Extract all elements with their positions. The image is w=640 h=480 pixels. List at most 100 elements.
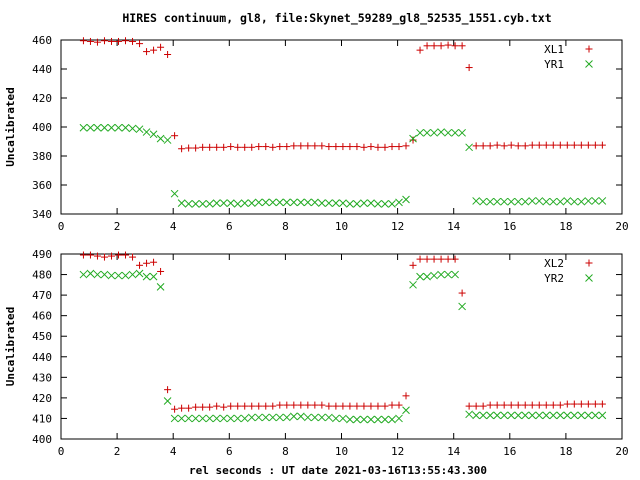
data-point	[339, 199, 347, 207]
data-point	[444, 41, 452, 49]
data-point	[507, 401, 515, 409]
data-point	[570, 197, 579, 206]
data-point	[79, 123, 88, 132]
data-point	[318, 413, 326, 422]
data-point	[325, 199, 333, 207]
data-point	[388, 401, 396, 409]
data-point	[360, 199, 368, 207]
data-point	[156, 134, 165, 143]
data-point	[353, 143, 361, 151]
data-point	[114, 271, 123, 280]
data-point	[402, 195, 410, 204]
data-point	[374, 143, 382, 151]
data-point	[261, 413, 270, 422]
data-point	[437, 255, 445, 263]
y-tick-label: 480	[32, 269, 52, 282]
data-point	[121, 271, 130, 280]
data-point	[304, 401, 312, 409]
data-point	[598, 141, 606, 149]
data-point	[212, 199, 221, 207]
data-point	[409, 261, 417, 269]
data-point	[388, 199, 396, 208]
data-point	[528, 141, 536, 149]
data-point	[220, 403, 228, 411]
data-point	[542, 401, 550, 409]
data-point	[486, 411, 495, 420]
data-point	[164, 51, 172, 58]
data-point	[444, 270, 452, 279]
data-point	[577, 197, 586, 206]
data-point	[521, 411, 530, 420]
plot-frame	[60, 39, 623, 215]
data-point	[367, 402, 375, 410]
data-point	[269, 402, 277, 410]
x-tick-label: 0	[58, 220, 65, 233]
legend-marker	[585, 45, 593, 53]
x-tick-label: 16	[503, 220, 516, 233]
data-point	[276, 401, 284, 409]
data-point	[93, 270, 102, 279]
data-point	[423, 42, 431, 50]
y-axis-label: Uncalibrated	[4, 307, 17, 386]
data-point	[577, 411, 586, 420]
data-point	[528, 401, 536, 409]
data-point	[303, 413, 312, 422]
data-point	[178, 404, 186, 412]
data-point	[325, 402, 333, 410]
data-point	[261, 198, 270, 207]
data-point	[135, 125, 144, 134]
data-point	[310, 198, 319, 207]
data-point	[430, 271, 438, 280]
data-point	[304, 142, 312, 150]
data-point	[437, 128, 445, 136]
data-point	[289, 412, 298, 421]
data-point	[465, 143, 473, 152]
data-point	[149, 272, 158, 281]
data-point	[451, 270, 459, 279]
data-point	[388, 143, 396, 151]
data-point	[367, 143, 375, 151]
data-point	[163, 136, 172, 144]
legend-marker	[585, 274, 593, 282]
x-tick-label: 12	[391, 445, 404, 458]
data-point	[170, 414, 179, 423]
data-point	[227, 402, 235, 410]
data-point	[149, 130, 158, 139]
data-point	[332, 199, 340, 207]
data-point	[549, 401, 557, 409]
data-point	[458, 128, 466, 137]
data-point	[290, 142, 298, 150]
y-tick-label: 400	[32, 433, 52, 446]
data-point	[563, 400, 571, 408]
y-tick-label: 340	[32, 208, 52, 221]
data-point	[570, 400, 578, 408]
data-point	[269, 143, 277, 151]
data-point	[465, 410, 473, 419]
data-point	[353, 402, 361, 410]
data-point	[318, 199, 326, 207]
data-point	[150, 46, 158, 54]
data-point	[514, 197, 523, 206]
data-point	[584, 400, 592, 408]
y-tick-label: 420	[32, 92, 52, 105]
data-point	[591, 400, 599, 408]
data-point	[479, 142, 487, 150]
data-point	[219, 414, 228, 423]
data-point	[115, 251, 123, 259]
data-point	[500, 197, 509, 206]
plot-frame	[60, 253, 623, 440]
data-point	[339, 402, 347, 410]
data-point	[107, 252, 115, 260]
data-point	[114, 123, 123, 132]
data-point	[416, 128, 424, 137]
data-point	[233, 199, 242, 208]
data-point	[346, 143, 354, 151]
data-point	[409, 134, 417, 143]
data-point	[303, 198, 312, 207]
data-point	[570, 141, 578, 149]
data-point	[549, 411, 558, 420]
data-point	[241, 402, 249, 410]
data-point	[318, 142, 326, 150]
data-point	[472, 402, 480, 410]
y-tick-label: 420	[32, 392, 52, 405]
